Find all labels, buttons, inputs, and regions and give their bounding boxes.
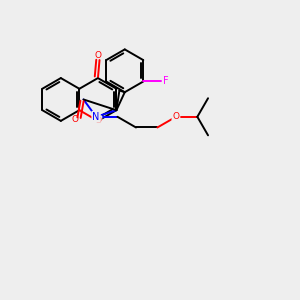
Text: F: F (163, 76, 169, 86)
Text: O: O (94, 51, 101, 60)
Text: O: O (94, 116, 101, 125)
Text: N: N (92, 112, 100, 122)
Text: O: O (71, 115, 78, 124)
Text: O: O (172, 112, 179, 121)
